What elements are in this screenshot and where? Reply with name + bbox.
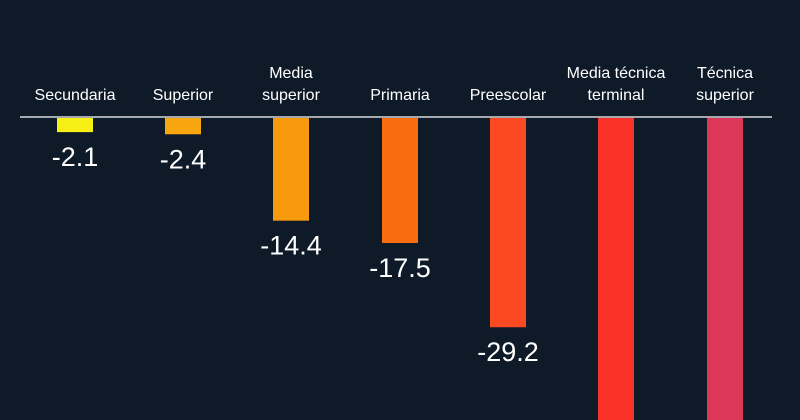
category-label: Secundaria [35, 87, 116, 104]
value-label: -29.2 [477, 337, 539, 367]
category-label: Primaria [370, 87, 430, 104]
value-label: -2.4 [160, 144, 207, 174]
category-label: Media técnica [567, 65, 666, 82]
category-label: superior [696, 87, 754, 104]
bars [57, 118, 743, 420]
bar [165, 118, 201, 135]
value-label: -14.4 [260, 231, 322, 261]
category-label: Superior [153, 87, 214, 104]
bar [273, 118, 309, 221]
category-label: superior [262, 87, 320, 104]
value-labels: -2.1 -2.4 -14.4 -17.5 -29.2 [52, 142, 539, 367]
category-label: Media [269, 65, 313, 82]
bar [382, 118, 418, 243]
value-label: -17.5 [369, 253, 431, 283]
category-labels: Secundaria Superior Media superior Primaria P… [35, 65, 755, 104]
bar [707, 118, 743, 420]
bar [598, 118, 634, 420]
category-label: Técnica [697, 65, 753, 82]
category-label: terminal [588, 87, 645, 104]
value-label: -2.1 [52, 142, 99, 172]
bar [490, 118, 526, 328]
bar [57, 118, 93, 133]
category-label: Preescolar [470, 87, 547, 104]
